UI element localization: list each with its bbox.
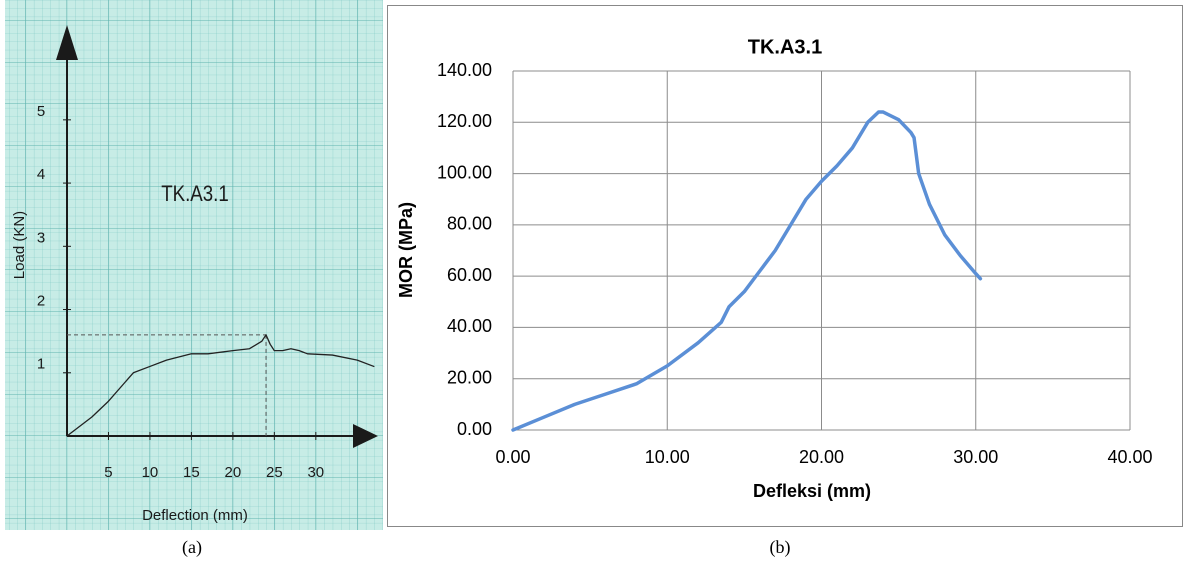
x-tick-label: 15: [183, 464, 200, 481]
y-tick-label: 5: [37, 103, 45, 120]
y-tick-label: 80.00: [447, 214, 492, 234]
x-tick-label: 0.00: [495, 447, 530, 467]
x-tick-label: 20.00: [799, 447, 844, 467]
caption: (a): [182, 537, 202, 558]
x-tick-label: 30: [307, 464, 324, 481]
y-tick-label: 2: [37, 293, 45, 310]
x-tick-label: 10.00: [645, 447, 690, 467]
y-tick-label: 4: [37, 166, 45, 183]
y-tick-label: 100.00: [437, 162, 492, 182]
graph-paper-grid: [5, 0, 383, 530]
y-tick-label: 1: [37, 356, 45, 373]
figure: (a) 1 2 3 4 5 5 10 15 20 25 30 TK.A3.1 Deflection (mm…: [0, 0, 1190, 562]
y-axis-label: Load (KN): [11, 211, 28, 279]
y-tick-label: 120.00: [437, 111, 492, 131]
y-tick-label: 60.00: [447, 265, 492, 285]
x-tick-label: 10: [142, 464, 159, 481]
x-tick-label: 40.00: [1107, 447, 1152, 467]
chart-title: TK.A3.1: [161, 182, 229, 206]
y-tick-label: 20.00: [447, 367, 492, 387]
caption: (b): [770, 537, 791, 558]
x-axis-label: Deflection (mm): [142, 507, 248, 524]
x-tick-label: 20: [225, 464, 242, 481]
x-tick-label: 25: [266, 464, 283, 481]
y-axis-label: MOR (MPa): [396, 202, 416, 298]
x-tick-label: 30.00: [953, 447, 998, 467]
x-tick-label: 5: [104, 464, 112, 481]
y-tick-label: 3: [37, 229, 45, 246]
chart-title: TK.A3.1: [748, 36, 822, 58]
page: (a) 1 2 3 4 5 5 10 15 20 25 30 TK.A3.1 Deflection (mm…: [0, 0, 1190, 562]
y-tick-label: 40.00: [447, 316, 492, 336]
y-tick-label: 140.00: [437, 60, 492, 80]
y-tick-label: 0.00: [457, 419, 492, 439]
x-axis-label: Defleksi (mm): [753, 481, 871, 501]
